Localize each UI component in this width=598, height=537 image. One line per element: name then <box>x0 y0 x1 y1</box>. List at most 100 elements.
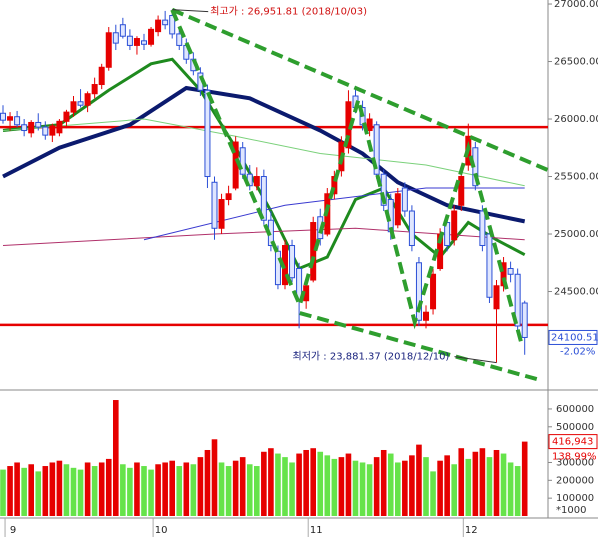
volume-bar <box>211 439 218 516</box>
volume-bar <box>246 464 253 516</box>
volume-bar <box>190 464 197 516</box>
volume-bar <box>331 458 338 516</box>
volume-bar <box>268 448 274 516</box>
volume-bar <box>21 467 27 516</box>
volume-bar <box>225 466 232 516</box>
volume-bar <box>444 455 450 516</box>
candle-body <box>451 210 458 241</box>
volume-bar <box>183 462 190 516</box>
volume-bar <box>148 469 154 516</box>
volume-bar <box>239 457 246 516</box>
volume-bar <box>162 462 168 516</box>
y-tick-label: 24500.00 <box>554 287 598 298</box>
change: -2.02% <box>560 346 595 357</box>
volume-bar <box>493 449 500 516</box>
volume-bar <box>380 449 387 516</box>
volume-bar <box>169 460 175 516</box>
moving-average <box>2 85 526 224</box>
candle-body <box>42 126 49 136</box>
volume-bar <box>232 460 239 516</box>
candle-body <box>380 173 387 206</box>
candle-body <box>77 101 84 106</box>
candle-body <box>70 101 77 113</box>
volume-bar <box>338 457 345 516</box>
candle-body <box>35 121 42 128</box>
last-volume: 416,943 <box>552 437 593 448</box>
candle-body <box>260 176 267 221</box>
volume-bar <box>282 457 288 516</box>
volume-bar <box>296 453 302 516</box>
candle-body <box>211 181 218 229</box>
candle-body <box>479 210 486 247</box>
candle-body <box>218 199 225 229</box>
candle-body <box>274 250 281 286</box>
volume-bar <box>472 451 479 516</box>
volume-bar <box>395 462 401 516</box>
candle-body <box>225 193 232 201</box>
volume-bar <box>120 464 126 516</box>
volume-tick-label: 100000 <box>556 493 594 504</box>
candle-body <box>331 176 338 195</box>
volume-bar <box>7 466 13 516</box>
volume-bar <box>98 462 105 516</box>
candle-body <box>394 193 401 226</box>
y-tick-label: 25500.00 <box>554 172 598 183</box>
candle-body <box>49 125 56 136</box>
volume-bar <box>486 457 493 516</box>
y-tick-label: 27000.00 <box>554 0 598 10</box>
candle-body <box>141 40 147 45</box>
last-price: 24100.51 <box>551 332 598 343</box>
x-tick-label: 12 <box>465 525 478 536</box>
volume-bar <box>218 462 225 516</box>
volume-tick-label: 500000 <box>556 422 594 433</box>
volume-bar <box>127 467 133 516</box>
volume-bar <box>423 457 429 516</box>
volume-bar <box>155 464 161 516</box>
x-tick-label: 10 <box>155 525 168 536</box>
x-tick-label: 11 <box>310 525 323 536</box>
volume-bar <box>176 466 183 516</box>
candle-body <box>133 38 140 46</box>
volume-bar <box>63 464 70 516</box>
candle-body <box>119 24 126 37</box>
volume-bar <box>345 453 352 516</box>
trend-line <box>170 8 524 346</box>
candle-body <box>126 35 133 46</box>
candle-body <box>514 273 521 327</box>
candle-body <box>239 147 246 175</box>
volume-bar <box>430 471 436 516</box>
candle-body <box>14 116 21 126</box>
volume-bar <box>42 466 49 516</box>
volume-bar <box>49 462 56 516</box>
volume-bar <box>261 451 267 516</box>
candle-body <box>155 19 162 33</box>
volume-bar <box>14 462 20 516</box>
y-tick-label: 25000.00 <box>554 229 598 240</box>
candle-body <box>373 124 380 175</box>
candle-body <box>162 19 169 26</box>
volume-bar <box>56 460 63 516</box>
candle-body <box>507 268 514 275</box>
volume-bar <box>289 462 295 516</box>
last-volume-box <box>548 434 598 450</box>
volume-bar <box>458 448 465 516</box>
volume-bar <box>70 467 77 516</box>
annotation: 최고가 : 26,951.81 (2018/10/03) <box>210 6 367 18</box>
candle-body <box>91 84 98 95</box>
candle-body <box>21 124 28 132</box>
volume-bar <box>141 466 147 516</box>
volume-bar <box>366 464 373 516</box>
candle-body <box>289 245 296 279</box>
moving-average <box>2 118 525 187</box>
volume-bar <box>507 462 514 516</box>
annotation-arrow <box>454 356 497 364</box>
volume-bar <box>465 458 472 516</box>
candle-body <box>430 273 437 310</box>
candle-body <box>423 311 429 321</box>
candle-body <box>408 210 415 247</box>
trend-line <box>171 7 549 172</box>
candle-body <box>84 93 91 106</box>
y-tick-label: 26500.00 <box>554 57 598 68</box>
volume-bar <box>254 466 260 516</box>
